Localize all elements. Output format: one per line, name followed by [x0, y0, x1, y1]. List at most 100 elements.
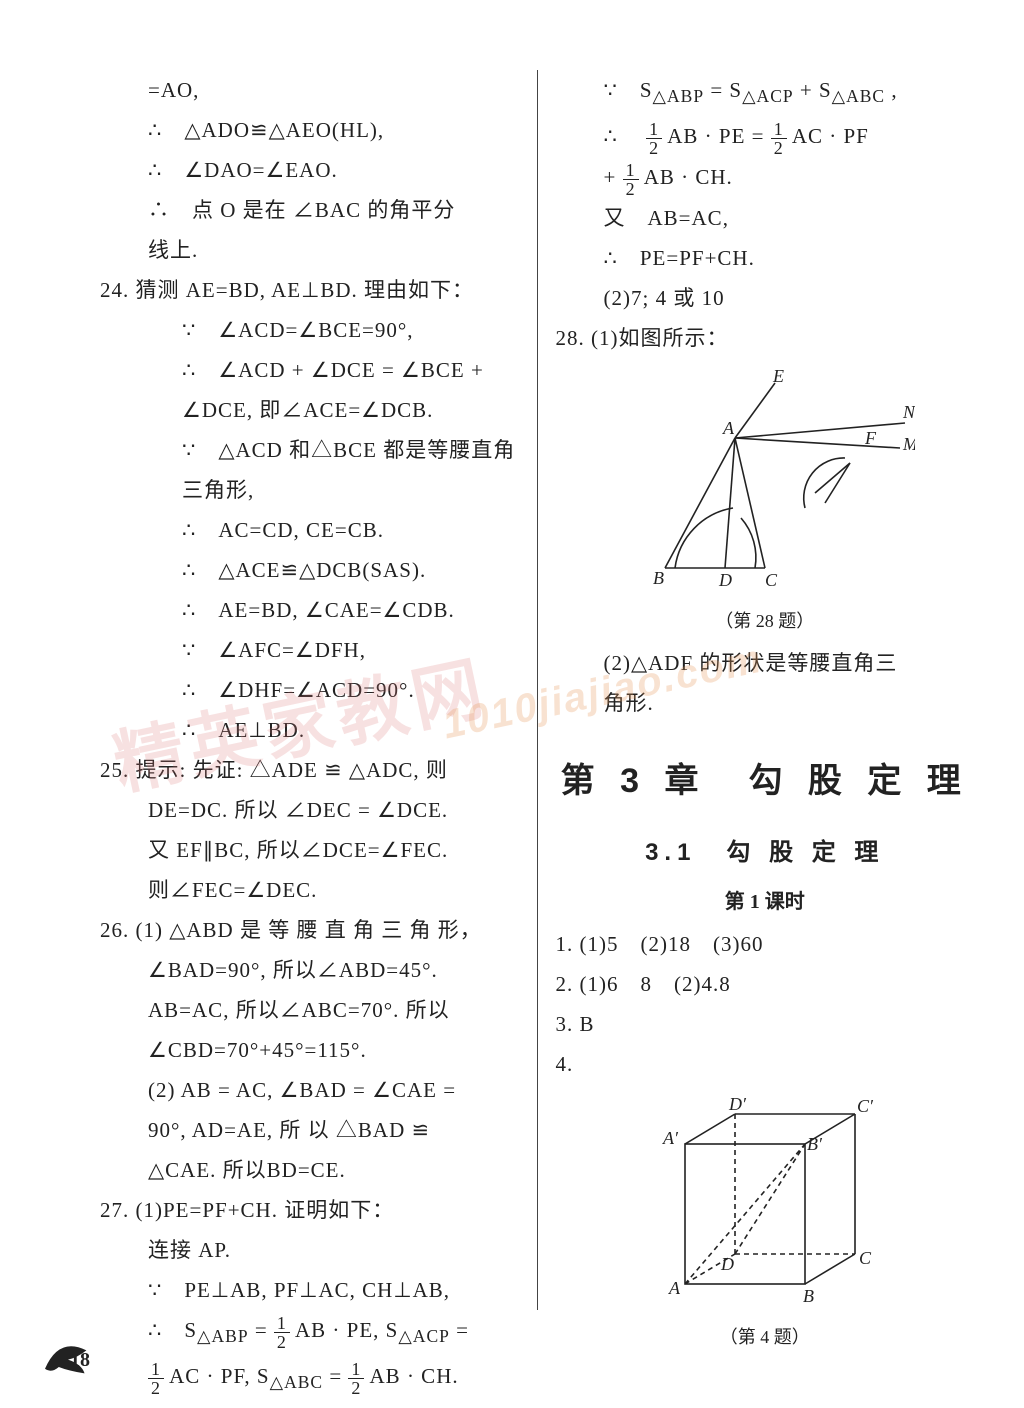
text-line: ∠CBD=70°+45°=115°. [100, 1030, 519, 1070]
text-frag: AC · PF [792, 124, 869, 148]
text-line: 则∠FEC=∠DEC. [100, 870, 519, 910]
text-line: 线上. [100, 230, 519, 270]
label-A: A [668, 1278, 681, 1298]
fraction: 12 [623, 161, 639, 198]
text-line: ∴ ∠ACD + ∠DCE = ∠BCE + [100, 350, 519, 390]
text-line: AB=AC, 所以∠ABC=70°. 所以 [100, 990, 519, 1030]
text-line: ∵ △ACD 和△BCE 都是等腰直角 [100, 430, 519, 470]
text-frag: + S [800, 78, 832, 102]
label-N: N [902, 402, 915, 422]
text-line: =AO, [100, 70, 519, 110]
denominator: 2 [646, 139, 662, 157]
label-B: B [803, 1286, 814, 1306]
text-line: 又 EF∥BC, 所以∠DCE=∠FEC. [100, 830, 519, 870]
text-frag: AB · PE, S [295, 1318, 398, 1342]
subscript: △ACP [742, 86, 794, 106]
text-line: ∴ S△ABP = 12 AB · PE, S△ACP = [100, 1310, 519, 1356]
subscript: △ABC [832, 86, 885, 106]
text-line: ∠DCE, 即∠ACE=∠DCB. [100, 390, 519, 430]
denominator: 2 [623, 180, 639, 198]
fraction: 12 [148, 1360, 164, 1397]
text-line: ∵ S△ABP = S△ACP + S△ABC , [556, 70, 975, 116]
text-line: 12 AC · PF, S△ABC = 12 AB · CH. [100, 1356, 519, 1402]
text-line: 又 AB=AC, [556, 198, 975, 238]
numerator: 1 [148, 1360, 164, 1379]
question-27: 27. (1)PE=PF+CH. 证明如下： [100, 1190, 519, 1230]
lesson-title: 第 1 课时 [556, 885, 975, 914]
figure-4-svg: A B C D A′ B′ C′ D′ [635, 1094, 895, 1314]
page-number: 18 [70, 1349, 90, 1372]
text-line: ∠BAD=90°, 所以∠ABD=45°. [100, 950, 519, 990]
text-frag: AB · CH. [644, 165, 733, 189]
text-line: ∴ AC=CD, CE=CB. [100, 510, 519, 550]
text-line: ∵ ∠AFC=∠DFH, [100, 630, 519, 670]
text-line: 三角形, [100, 470, 519, 510]
text-line: ∴ PE=PF+CH. [556, 238, 975, 278]
text-frag: AC · PF, S [169, 1364, 270, 1388]
text-line: ∴ △ACE≌△DCB(SAS). [100, 550, 519, 590]
text-line: ∴ 点 O 是在 ∠BAC 的角平分 [100, 190, 519, 230]
answer-2: 2. (1)6 8 (2)4.8 [556, 964, 975, 1004]
text-line: 90°, AD=AE, 所 以 △BAD ≌ [100, 1110, 519, 1150]
text-line: ∵ PE⊥AB, PF⊥AC, CH⊥AB, [100, 1270, 519, 1310]
label-A: A [722, 418, 735, 438]
figure-28-caption: （第 28 题） [556, 607, 975, 633]
label-Cp: C′ [857, 1096, 874, 1116]
text-frag: = S [710, 78, 742, 102]
fraction: 12 [771, 120, 787, 157]
text-line: ∴ 12 AB · PE = 12 AC · PF [556, 116, 975, 157]
text-line: ∵ ∠ACD=∠BCE=90°, [100, 310, 519, 350]
text-line: DE=DC. 所以 ∠DEC = ∠DCE. [100, 790, 519, 830]
question-24: 24. 猜测 AE=BD, AE⊥BD. 理由如下： [100, 270, 519, 310]
fraction: 12 [646, 120, 662, 157]
numerator: 1 [274, 1314, 290, 1333]
text-line: ∴ AE=BD, ∠CAE=∠CDB. [100, 590, 519, 630]
section-title: 3.1 勾 股 定 理 [556, 832, 975, 867]
denominator: 2 [148, 1379, 164, 1397]
text-line: △CAE. 所以BD=CE. [100, 1150, 519, 1190]
question-25: 25. 提示: 先证: △ADE ≌ △ADC, 则 [100, 750, 519, 790]
figure-28: E A B D C N M F （第 28 题） [556, 368, 975, 633]
label-Bp: B′ [807, 1134, 823, 1154]
text-line: ∴ ∠DAO=∠EAO. [100, 150, 519, 190]
text-frag: ∴ S [148, 1318, 197, 1342]
text-line: ∴ △ADO≌△AEO(HL), [100, 110, 519, 150]
page: 精英家教网 1010jiajiao.com =AO, ∴ △ADO≌△AEO(H… [0, 0, 1024, 1408]
text-frag: ∴ [604, 124, 640, 148]
figure-28-svg: E A B D C N M F [615, 368, 915, 598]
subscript: △ACP [398, 1326, 450, 1346]
label-F: F [864, 428, 877, 448]
subscript: △ABP [653, 86, 705, 106]
text-line: (2) AB = AC, ∠BAD = ∠CAE = [100, 1070, 519, 1110]
text-line: (2)7; 4 或 10 [556, 278, 975, 318]
label-Ap: A′ [662, 1128, 679, 1148]
right-column: ∵ S△ABP = S△ACP + S△ABC , ∴ 12 AB · PE =… [546, 70, 985, 1310]
text-frag: , [891, 78, 897, 102]
subscript: △ABP [197, 1326, 249, 1346]
text-line: (2)△ADF 的形状是等腰直角三 [556, 643, 975, 683]
label-D: D [720, 1254, 734, 1274]
left-column: =AO, ∴ △ADO≌△AEO(HL), ∴ ∠DAO=∠EAO. ∴ 点 O… [90, 70, 529, 1310]
text-line: 连接 AP. [100, 1230, 519, 1270]
denominator: 2 [348, 1379, 364, 1397]
text-frag: AB · PE = [667, 124, 771, 148]
text-frag: + [604, 165, 623, 189]
question-26: 26. (1) △ABD 是 等 腰 直 角 三 角 形， [100, 910, 519, 950]
text-frag: = [329, 1364, 348, 1388]
text-frag: = [255, 1318, 274, 1342]
label-C: C [859, 1248, 872, 1268]
chapter-title: 第 3 章 勾 股 定 理 [556, 753, 975, 802]
column-divider [537, 70, 538, 1310]
figure-4-caption: （第 4 题） [556, 1323, 975, 1349]
answer-3: 3. B [556, 1004, 975, 1044]
answer-1: 1. (1)5 (2)18 (3)60 [556, 924, 975, 964]
text-line: + 12 AB · CH. [556, 157, 975, 198]
two-column-layout: =AO, ∴ △ADO≌△AEO(HL), ∴ ∠DAO=∠EAO. ∴ 点 O… [90, 70, 984, 1310]
text-frag: ∵ S [604, 78, 653, 102]
numerator: 1 [646, 120, 662, 139]
fraction: 12 [274, 1314, 290, 1351]
label-M: M [902, 434, 915, 454]
question-28: 28. (1)如图所示： [556, 318, 975, 358]
fraction: 12 [348, 1360, 364, 1397]
label-D: D [718, 570, 732, 590]
